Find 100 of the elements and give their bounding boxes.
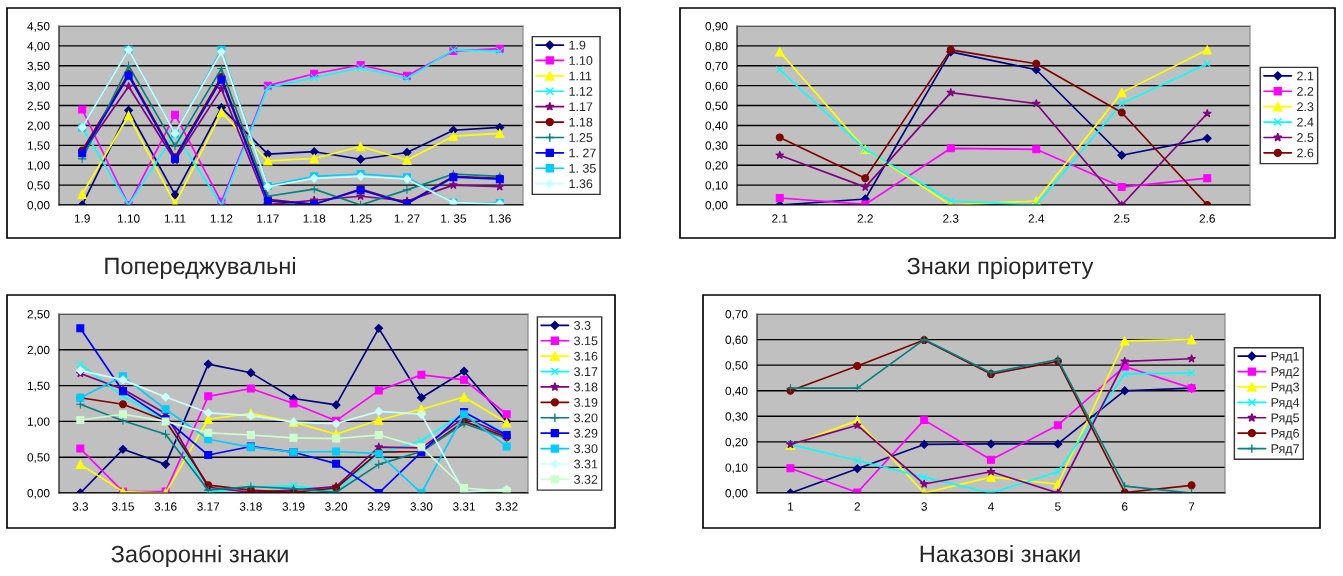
text: Знаки пріоритету: [907, 256, 1094, 279]
legend-label: 1. 27: [569, 148, 596, 158]
y-tick-label: 0,20: [725, 437, 748, 448]
legend-label: 2.2: [1297, 86, 1314, 96]
x-tick-label: 3.17: [197, 502, 220, 511]
legend-label: 3.16: [574, 351, 598, 361]
legend-label: 2.5: [1297, 133, 1314, 142]
x-tick-label: 5: [1055, 502, 1061, 511]
x-tick-label: 2: [854, 502, 860, 511]
x-tick-label: 3.31: [453, 502, 475, 511]
legend-label: 1.17: [569, 102, 593, 112]
x-tick-label: 2.5: [1114, 214, 1130, 223]
legend-label: 3.32: [574, 475, 598, 484]
legend-label: 3.18: [574, 382, 598, 392]
x-tick-label: 3.29: [367, 502, 390, 511]
text: Заборонні знаки: [111, 544, 288, 568]
x-tick-label: 2.2: [857, 214, 873, 223]
y-tick-label: 0,10: [725, 463, 748, 474]
y-tick-label: 4,50: [27, 22, 50, 32]
x-tick-label: 3.15: [111, 502, 134, 511]
y-tick-label: 0,10: [705, 181, 728, 191]
y-tick-label: 0,40: [705, 121, 728, 132]
x-tick-label: 1.25: [350, 214, 372, 223]
y-tick-label: 2,50: [27, 310, 50, 320]
x-tick-label: 7: [1188, 502, 1195, 511]
y-tick-label: 0,70: [705, 61, 728, 72]
text: Наказові знаки: [920, 544, 1080, 563]
x-tick-label: 1.11: [164, 214, 186, 223]
y-tick-label: 0,30: [725, 412, 748, 423]
y-tick-label: 2,00: [27, 345, 50, 356]
legend-label: Ряд5: [1271, 413, 1300, 425]
x-tick-label: 1.10: [118, 214, 140, 223]
legend-label: 3.31: [574, 459, 598, 469]
y-tick-label: 0,00: [705, 201, 728, 211]
x-tick-label: 3.18: [239, 502, 262, 511]
y-tick-label: 0,50: [27, 453, 50, 463]
y-tick-label: 0,60: [705, 81, 728, 92]
y-tick-label: 0,20: [705, 161, 728, 172]
legend-label: 1.36: [569, 179, 593, 189]
x-tick-label: 2.6: [1199, 214, 1215, 223]
y-tick-label: 0,70: [725, 310, 748, 320]
x-tick-label: 1.18: [303, 214, 326, 223]
y-tick-label: 3,00: [27, 81, 50, 92]
x-tick-label: 2.4: [1028, 214, 1045, 223]
x-tick-label: 3: [921, 502, 927, 511]
legend-label: 1.11: [569, 71, 592, 81]
x-tick-label: 1.17: [257, 214, 279, 223]
legend-label: Ряд4: [1271, 398, 1300, 410]
x-tick-label: 1. 35: [441, 214, 467, 223]
y-tick-label: 2,50: [27, 101, 50, 112]
legend-label: 2.6: [1297, 148, 1314, 158]
y-tick-label: 0,50: [725, 361, 748, 371]
legend-label: 3.3: [574, 320, 591, 330]
legend-label: 3.29: [574, 428, 598, 438]
y-tick-label: 0,00: [27, 489, 50, 499]
x-tick-label: 1. 27: [394, 214, 420, 223]
legend-label: 1.25: [569, 133, 593, 142]
legend-label: 1.18: [569, 117, 593, 127]
legend-label: Ряд6: [1271, 428, 1299, 441]
x-tick-label: 3.30: [410, 502, 433, 511]
y-tick-label: 4,00: [27, 41, 50, 52]
y-tick-label: 0,00: [27, 201, 50, 211]
x-tick-label: 3.20: [325, 502, 348, 511]
legend-label: 1.9: [569, 40, 586, 50]
x-tick-label: 1: [788, 502, 794, 511]
y-tick-label: 1,50: [27, 381, 50, 392]
legend-label: 2.3: [1297, 102, 1314, 112]
x-tick-label: 3.16: [154, 502, 177, 511]
legend-label: 2.4: [1297, 117, 1314, 127]
legend-label: 3.15: [574, 336, 598, 346]
y-tick-label: 1,00: [27, 161, 50, 172]
text: Попереджувальні: [105, 256, 295, 279]
legend-label: 3.30: [574, 444, 598, 454]
legend-label: 1.12: [569, 86, 593, 96]
legend-label: Ряд7: [1271, 444, 1299, 456]
legend-label: 2.1: [1297, 71, 1314, 81]
x-tick-label: 1.9: [74, 214, 90, 223]
legend-label: 3.20: [574, 413, 598, 423]
legend-label: Ряд3: [1271, 382, 1299, 394]
y-tick-label: 1,50: [27, 141, 50, 152]
x-tick-label: 3.32: [495, 502, 518, 511]
y-tick-label: 0,30: [705, 141, 728, 152]
y-tick-label: 3,50: [27, 61, 50, 72]
x-tick-label: 1.36: [489, 214, 511, 223]
legend-label: 1.10: [569, 56, 593, 65]
x-tick-label: 4: [987, 502, 994, 511]
x-tick-label: 1.12: [210, 214, 233, 223]
x-tick-label: 3.3: [72, 502, 89, 511]
x-tick-label: 6: [1122, 502, 1128, 511]
x-tick-label: 3.19: [282, 502, 305, 511]
legend-label: 3.17: [574, 367, 598, 377]
legend-label: Ряд1: [1271, 351, 1299, 364]
y-tick-label: 0,50: [705, 101, 728, 112]
legend-label: Ряд2: [1271, 367, 1299, 379]
legend-label: 1. 35: [569, 163, 596, 173]
y-tick-label: 0,00: [725, 489, 748, 499]
legend-label: 3.19: [574, 398, 598, 407]
y-tick-label: 0,40: [725, 386, 748, 397]
y-tick-label: 1,00: [27, 417, 50, 428]
y-tick-label: 0,60: [725, 335, 748, 346]
